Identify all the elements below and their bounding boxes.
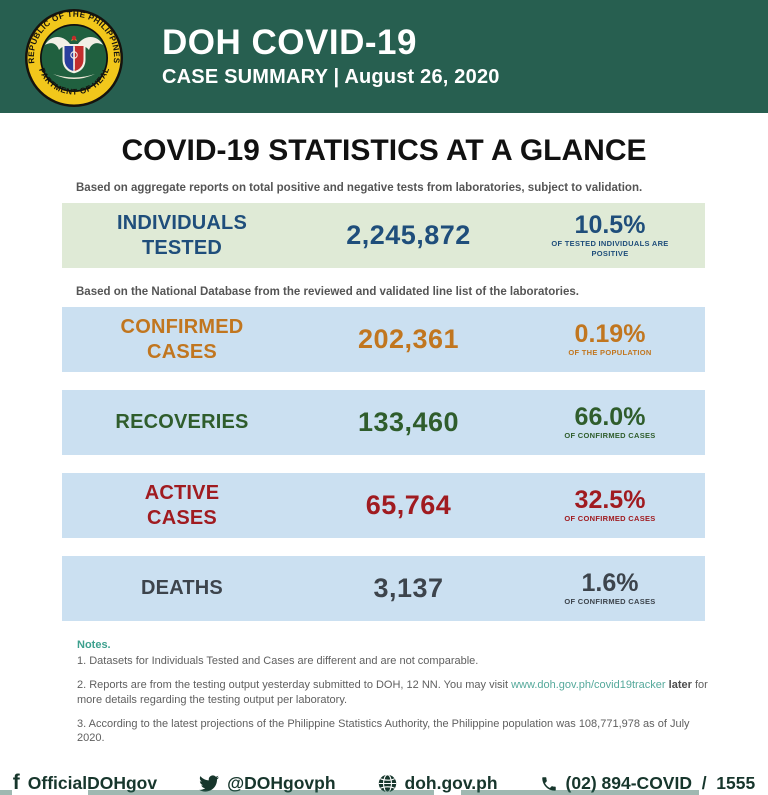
stat-percentage-value: 1.6% xyxy=(581,568,639,597)
note-2: 2. Reports are from the testing output y… xyxy=(77,678,708,708)
stat-percentage: 32.5% OF CONFIRMED CASES xyxy=(515,487,705,524)
facebook-handle: OfficialDOHgov xyxy=(27,773,158,794)
footer-contact-bar: f OfficialDOHgov @DOHgovph doh.gov.ph xyxy=(0,771,768,795)
phone-icon xyxy=(541,776,556,791)
stat-percentage-value: 32.5% xyxy=(574,485,646,514)
facebook-icon: f xyxy=(12,771,20,795)
stat-label: INDIVIDUALS TESTED xyxy=(117,211,247,259)
stat-percentage-value: 10.5% xyxy=(574,210,646,239)
phone-number: (02) 894-COVID / 1555 xyxy=(565,773,756,794)
stat-value: 3,137 xyxy=(373,573,444,603)
stat-percentage: 66.0% OF CONFIRMED CASES xyxy=(515,404,705,441)
stat-percentage-caption: OF THE POPULATION xyxy=(568,348,652,358)
stat-row-deaths: DEATHS 3,137 1.6% OF CONFIRMED CASES xyxy=(62,556,705,621)
stat-percentage: 0.19% OF THE POPULATION xyxy=(515,321,705,358)
stat-value: 202,361 xyxy=(357,324,460,354)
stat-label: DEATHS xyxy=(141,577,223,599)
stat-row-confirmed-cases: CONFIRMED CASES 202,361 0.19% OF THE POP… xyxy=(62,307,705,372)
notes-heading: Notes. xyxy=(77,639,111,651)
footer-website: doh.gov.ph xyxy=(378,773,498,794)
stat-percentage: 1.6% OF CONFIRMED CASES xyxy=(515,570,705,607)
stat-value: 65,764 xyxy=(365,490,452,520)
stat-row-individuals-tested: INDIVIDUALS TESTED 2,245,872 10.5% OF TE… xyxy=(62,203,705,268)
section-note-tests: Based on aggregate reports on total posi… xyxy=(76,182,643,194)
stat-percentage-caption: OF CONFIRMED CASES xyxy=(564,514,656,524)
footer-facebook: f OfficialDOHgov xyxy=(12,771,158,795)
bottom-decorative-stripe xyxy=(0,790,768,795)
report-date-subtitle: CASE SUMMARY | August 26, 2020 xyxy=(162,66,500,89)
globe-icon xyxy=(378,774,396,793)
website-url: doh.gov.ph xyxy=(404,773,498,794)
header-banner: REPUBLIC OF THE PHILIPPINES DEPARTMENT O… xyxy=(0,0,768,113)
stat-label: RECOVERIES xyxy=(115,411,249,433)
seal-shield-icon xyxy=(62,43,86,73)
stat-percentage: 10.5% OF TESTED INDIVIDUALS ARE POSITIVE xyxy=(515,210,705,260)
stat-value: 2,245,872 xyxy=(346,220,471,250)
stat-label: CONFIRMED CASES xyxy=(120,315,244,363)
note-2-bold-word: later xyxy=(665,678,692,691)
footer-twitter: @DOHgovph xyxy=(199,773,336,794)
app-title: DOH COVID-19 xyxy=(162,22,417,62)
doh-seal-logo: REPUBLIC OF THE PHILIPPINES DEPARTMENT O… xyxy=(24,8,123,107)
stat-label: ACTIVE CASES xyxy=(144,481,220,529)
covid19tracker-link[interactable]: www.doh.gov.ph/covid19tracker xyxy=(511,678,666,691)
stat-row-active-cases: ACTIVE CASES 65,764 32.5% OF CONFIRMED C… xyxy=(62,473,705,538)
note-1: 1. Datasets for Individuals Tested and C… xyxy=(77,655,479,667)
stat-percentage-value: 66.0% xyxy=(574,402,646,431)
notes-section: Notes. 1. Datasets for Individuals Teste… xyxy=(77,639,708,746)
stat-row-recoveries: RECOVERIES 133,460 66.0% OF CONFIRMED CA… xyxy=(62,390,705,455)
seal-eagle-icon xyxy=(45,35,103,50)
stat-percentage-caption: OF TESTED INDIVIDUALS ARE POSITIVE xyxy=(551,239,669,259)
twitter-handle: @DOHgovph xyxy=(227,773,336,794)
stat-percentage-caption: OF CONFIRMED CASES xyxy=(564,597,656,607)
note-3: 3. According to the latest projections o… xyxy=(77,717,690,745)
stat-value: 133,460 xyxy=(357,407,460,437)
note-2-text: 2. Reports are from the testing output y… xyxy=(77,678,512,691)
section-note-national-database: Based on the National Database from the … xyxy=(76,286,579,298)
seal-banner-ribbon xyxy=(53,73,95,79)
stats-rows: INDIVIDUALS TESTED 2,245,872 10.5% OF TE… xyxy=(62,203,705,621)
note-2-suffix: for more details regarding the testing o… xyxy=(77,678,708,706)
page-title: COVID-19 STATISTICS AT A GLANCE xyxy=(121,134,647,167)
footer-phone: (02) 894-COVID / 1555 xyxy=(540,773,756,794)
twitter-icon xyxy=(199,775,220,792)
stat-percentage-value: 0.19% xyxy=(574,319,646,348)
stat-percentage-caption: OF CONFIRMED CASES xyxy=(564,431,656,441)
